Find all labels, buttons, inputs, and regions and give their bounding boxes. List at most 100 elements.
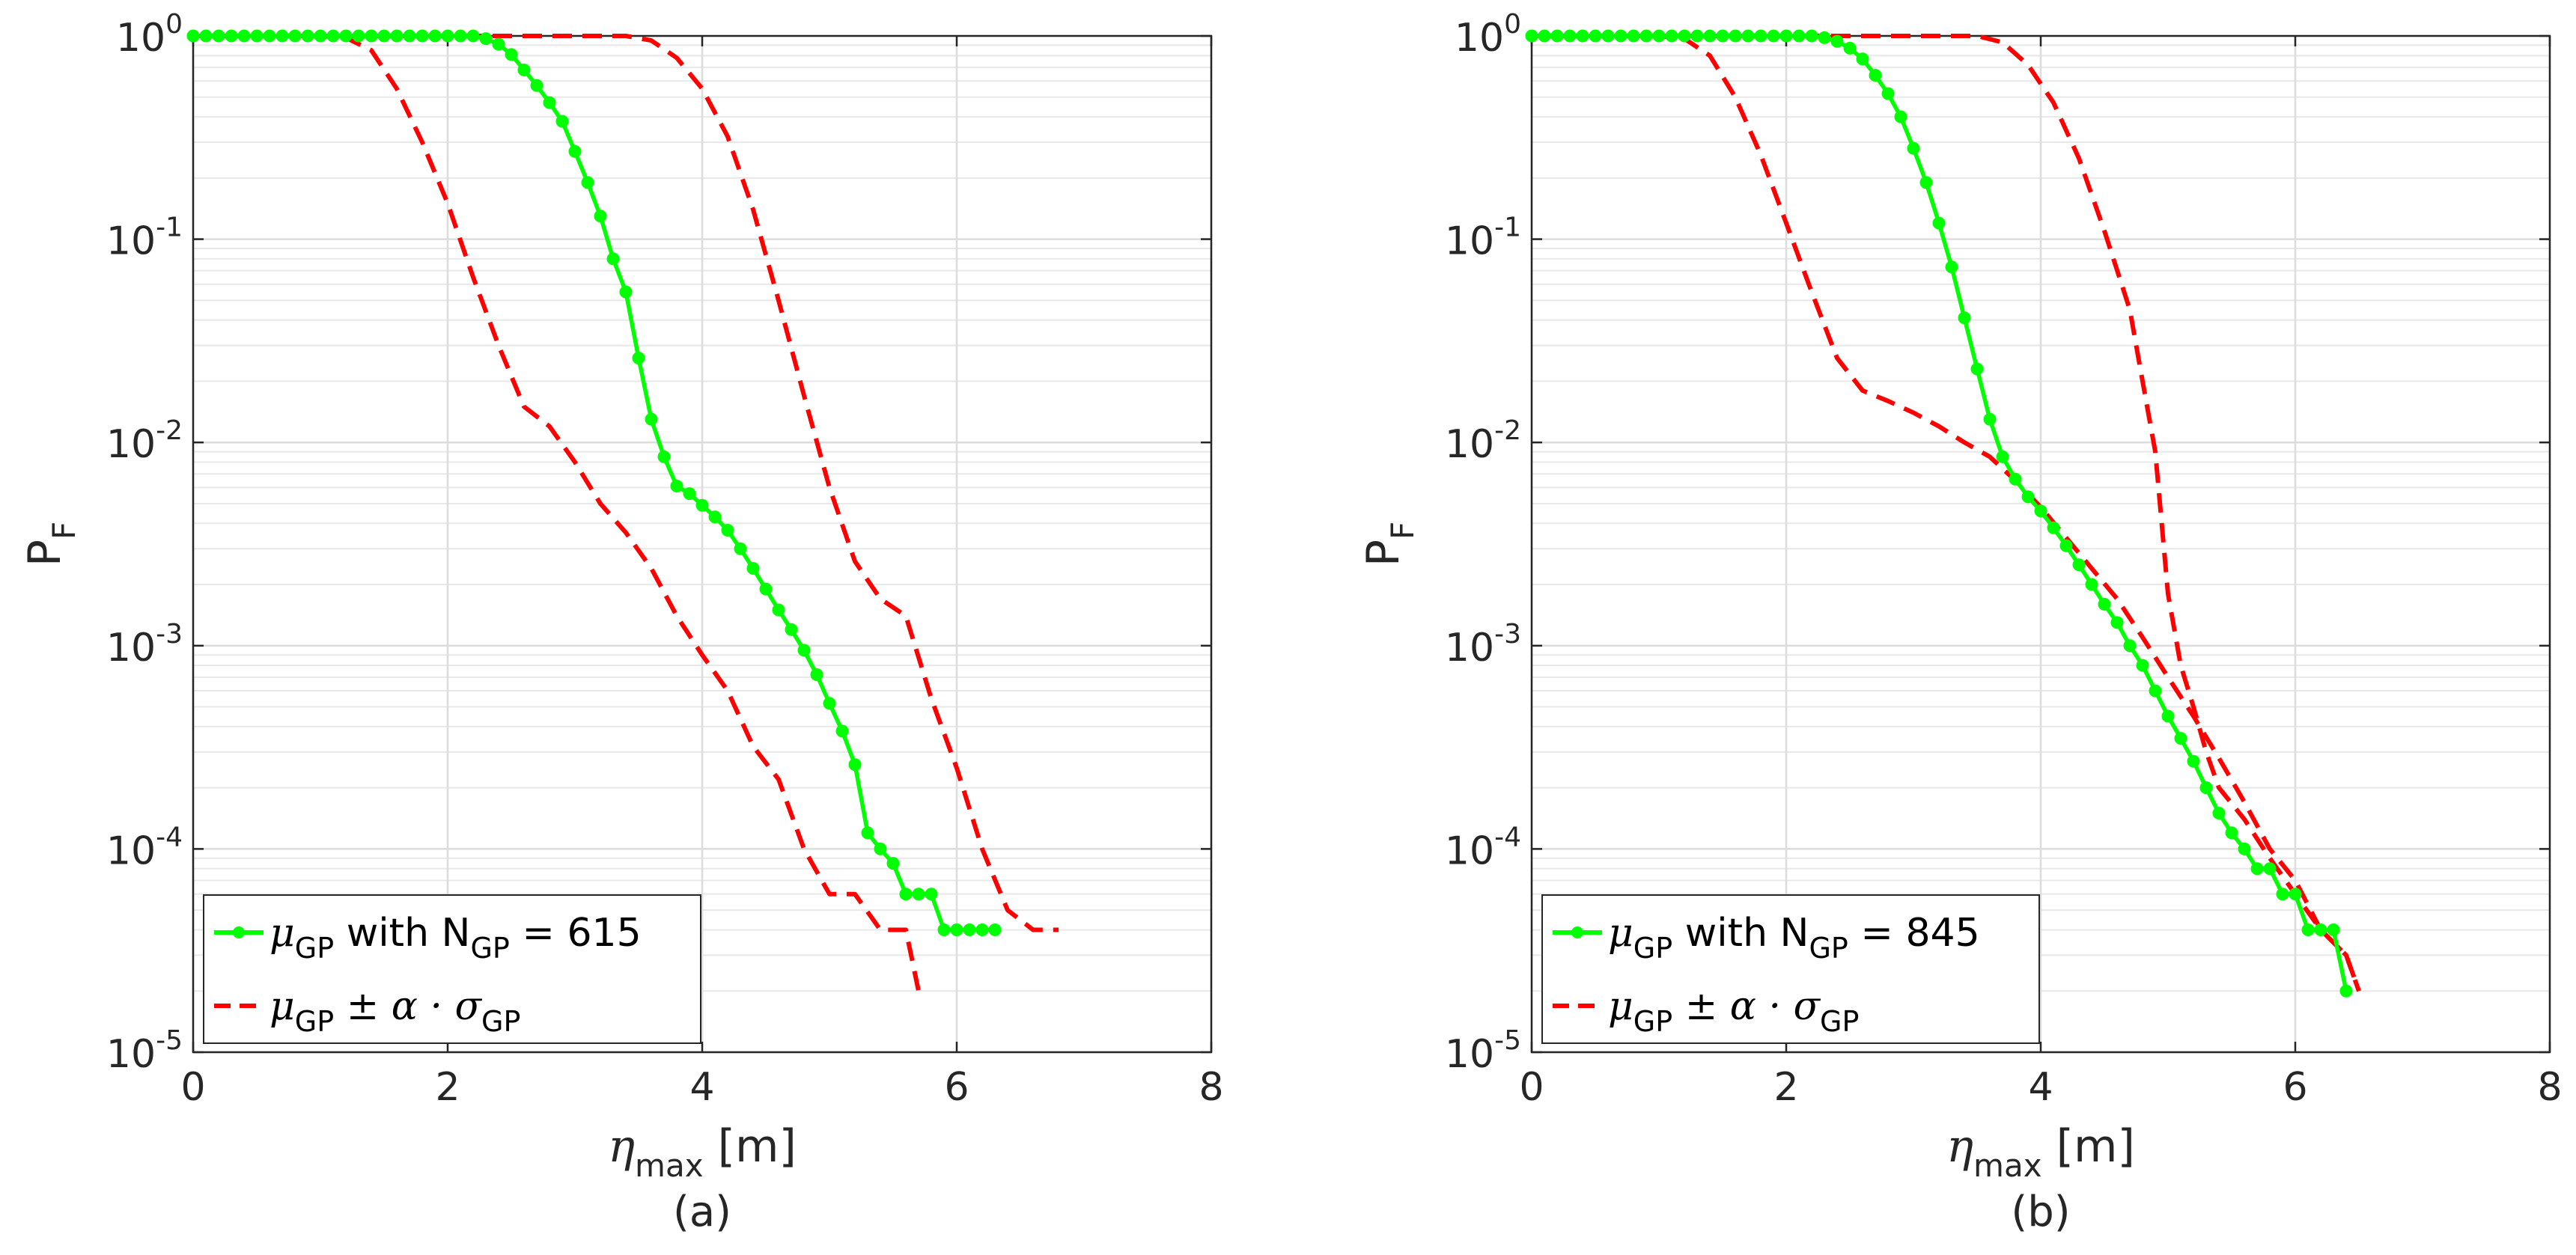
data-point [1996, 450, 2009, 463]
y-tick-label: 10-4 [106, 822, 183, 873]
y-tick-base: 10 [1455, 16, 1504, 61]
legend-marker [233, 926, 245, 938]
data-point [466, 29, 480, 43]
data-point [2339, 984, 2353, 998]
data-point [1729, 29, 1742, 43]
data-point [708, 510, 722, 524]
legend-mu: μ [270, 911, 295, 956]
data-point [1614, 29, 1627, 43]
data-point [1856, 52, 1869, 66]
data-point [1919, 176, 1933, 189]
x-tick-label: 8 [1199, 1065, 1223, 1110]
data-point [1805, 29, 1818, 43]
data-point [746, 562, 760, 575]
data-point [2059, 539, 2073, 552]
data-point [530, 79, 543, 92]
data-point [441, 29, 454, 43]
x-tick-label: 6 [2283, 1065, 2307, 1110]
data-point [1703, 29, 1717, 43]
data-point [937, 923, 951, 936]
data-point [1652, 29, 1666, 43]
data-point [186, 29, 200, 43]
data-point [2289, 888, 2302, 901]
data-point [263, 29, 276, 43]
data-point [428, 29, 442, 43]
data-point [1754, 29, 1767, 43]
data-point [581, 176, 594, 189]
y-axis-label: PF [1357, 522, 1421, 567]
series-lower-line [1532, 34, 2361, 992]
x-axis-subscript: max [635, 1147, 704, 1184]
data-point [492, 37, 505, 51]
y-tick-label: 100 [1455, 9, 1521, 61]
data-point [2301, 923, 2315, 936]
x-axis-label: ηmax [m] [608, 1120, 797, 1184]
legend-subscript: GP [295, 1005, 334, 1038]
data-point [823, 697, 836, 710]
data-point [1576, 29, 1589, 43]
data-point [861, 826, 874, 840]
data-point [2034, 504, 2047, 518]
data-point [237, 29, 251, 43]
y-axis-label: PF [19, 522, 82, 567]
y-tick-base: 10 [1445, 1032, 1494, 1077]
y-tick-exponent: -2 [1494, 415, 1521, 446]
data-point [2174, 732, 2187, 745]
data-point [1818, 31, 1831, 44]
y-tick-label: 10-5 [106, 1025, 183, 1077]
data-point [810, 668, 823, 681]
legend-subscript: GP [295, 932, 334, 965]
x-axis-label: ηmax [m] [1946, 1120, 2135, 1184]
legend-subscript: GP [470, 932, 509, 965]
data-point [1690, 29, 1704, 43]
data-point [1958, 311, 1971, 325]
data-point [1869, 69, 1882, 82]
y-tick-exponent: -5 [156, 1025, 183, 1056]
legend-mu: μ [1608, 911, 1633, 956]
data-point [365, 29, 378, 43]
data-point [975, 923, 989, 936]
y-tick-label: 10-1 [1445, 213, 1521, 264]
data-point [683, 487, 696, 501]
y-tick-exponent: 0 [165, 9, 183, 40]
data-point [479, 32, 493, 46]
y-tick-label: 10-2 [1445, 415, 1521, 467]
data-point [1881, 87, 1895, 100]
legend-mu: μ [270, 984, 295, 1029]
data-point [2149, 684, 2162, 697]
y-tick-label: 10-5 [1445, 1025, 1521, 1077]
legend-text: with N [1672, 911, 1809, 956]
data-point [2161, 709, 2175, 723]
data-point [2199, 781, 2213, 795]
data-point [1894, 110, 1907, 123]
data-point [963, 923, 976, 936]
x-axis-unit: [m] [704, 1120, 797, 1173]
x-tick-label: 8 [2537, 1065, 2562, 1110]
data-point [1767, 29, 1780, 43]
data-point [2225, 826, 2238, 840]
y-tick-exponent: 0 [1504, 9, 1521, 40]
data-point [670, 480, 683, 492]
data-point [1665, 29, 1678, 43]
data-point [2123, 639, 2137, 653]
data-point [721, 524, 734, 537]
data-point [835, 724, 849, 738]
data-point [606, 252, 620, 266]
data-point [301, 29, 314, 43]
x-tick-label: 2 [435, 1065, 460, 1110]
y-tick-exponent: -1 [1494, 213, 1521, 243]
x-tick-label: 0 [180, 1065, 205, 1110]
data-point [1525, 29, 1538, 43]
data-point [1627, 29, 1640, 43]
data-point [1945, 260, 1958, 274]
data-point [1716, 29, 1729, 43]
data-point [2314, 923, 2327, 936]
data-point [225, 29, 238, 43]
y-tick-exponent: -2 [156, 415, 183, 446]
y-axis-main: P [19, 540, 71, 567]
data-point [555, 114, 569, 128]
legend-entry: μGP with NGP = 615 [270, 911, 642, 965]
data-point [772, 603, 785, 617]
y-tick-base: 10 [1445, 219, 1494, 264]
y-tick-label: 100 [116, 9, 183, 61]
